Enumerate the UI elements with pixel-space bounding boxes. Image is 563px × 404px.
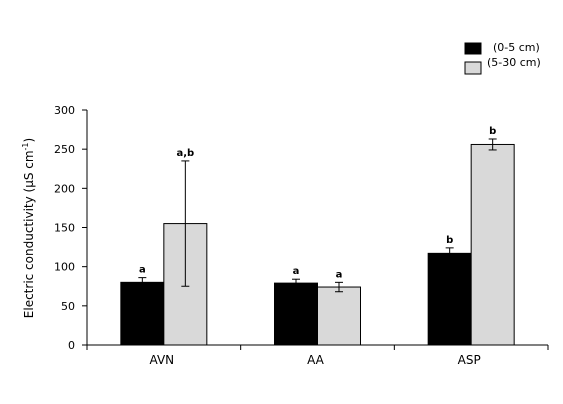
significance-label: a bbox=[293, 266, 300, 277]
bar bbox=[470, 143, 515, 346]
legend-label-5-30cm: (5-30 cm) bbox=[487, 56, 541, 69]
significance-label: a,b bbox=[176, 148, 194, 159]
legend: (0-5 cm) (5-30 cm) bbox=[464, 41, 541, 75]
y-tick-label: 250 bbox=[54, 143, 75, 156]
y-tick-label: 200 bbox=[54, 182, 75, 195]
y-axis-title-unit-exponent: -1 bbox=[21, 142, 30, 150]
x-tick-label: AVN bbox=[150, 353, 175, 367]
significance-label: b bbox=[446, 235, 453, 246]
legend-swatch-5-30cm bbox=[464, 61, 482, 75]
x-tick-label: AA bbox=[307, 353, 325, 367]
y-axis-title-close: ) bbox=[22, 138, 36, 143]
x-tick-label: ASP bbox=[458, 353, 481, 367]
y-axis-title: Electric conductivity (µS cm-1) bbox=[21, 138, 36, 318]
axes: 0 50 100 150 200 250 300 AVN AA ASP bbox=[54, 104, 549, 367]
legend-label-0-5cm: (0-5 cm) bbox=[493, 41, 540, 54]
significance-label: b bbox=[489, 126, 496, 137]
y-axis-title-main: Electric conductivity (µS cm bbox=[22, 150, 36, 318]
bar bbox=[317, 286, 361, 346]
bars: a a,b a a b b bbox=[120, 126, 515, 346]
significance-label: a bbox=[139, 265, 146, 276]
bar bbox=[120, 281, 165, 346]
y-tick-label: 50 bbox=[61, 300, 75, 313]
significance-label: a bbox=[336, 269, 343, 280]
legend-swatch-0-5cm bbox=[464, 42, 482, 55]
y-tick-label: 100 bbox=[54, 261, 75, 274]
y-tick-label: 150 bbox=[54, 222, 75, 235]
y-tick-label: 300 bbox=[54, 104, 75, 117]
bar bbox=[274, 282, 318, 346]
y-tick-label: 0 bbox=[68, 339, 75, 352]
bar bbox=[427, 252, 472, 346]
